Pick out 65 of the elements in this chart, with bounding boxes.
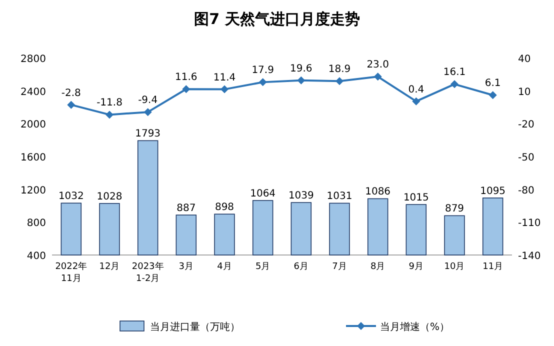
x-tick-label: 5月	[255, 262, 270, 272]
data-label: 11.6	[175, 72, 198, 84]
y-tick-label: 2000	[20, 120, 46, 131]
data-label: 1793	[135, 128, 161, 140]
x-tick-label: 10月	[444, 262, 465, 272]
x-tick-label: 2023年 1-2月	[132, 261, 164, 284]
x-tick-label: 9月	[408, 262, 424, 272]
y2-tick-label: 10	[518, 86, 531, 98]
point	[336, 77, 344, 86]
point	[488, 91, 497, 100]
y-tick-label: 1600	[20, 152, 46, 164]
data-label: -9.4	[138, 95, 158, 106]
data-label: 887	[176, 203, 196, 214]
point	[67, 100, 76, 109]
x-tick-label: 11月	[482, 262, 504, 272]
data-label: 23.0	[366, 60, 389, 71]
data-label: 1031	[326, 191, 352, 202]
data-label: 1028	[96, 191, 122, 202]
x-tick-label: 6月	[294, 262, 309, 272]
y-tick-label: 2400	[20, 86, 46, 98]
y-tick-label: 2800	[20, 54, 46, 65]
y2-tick-label: -20	[518, 120, 534, 131]
point	[374, 72, 382, 81]
data-label: 1086	[365, 186, 391, 198]
x-tick-label: 7月	[332, 262, 347, 272]
y2-tick-label: 40	[518, 54, 531, 65]
legend-label: 当月进口量（万吨）	[150, 321, 240, 333]
data-label: 0.4	[408, 84, 424, 96]
data-label: 1039	[288, 190, 314, 202]
x-tick-label: 4月	[217, 262, 232, 272]
y2-tick-label: -140	[518, 251, 541, 262]
x-tick-label: 2022年 11月	[55, 261, 88, 284]
point	[182, 85, 190, 94]
point	[106, 110, 114, 119]
y-tick-label: 400	[26, 251, 46, 262]
point	[450, 80, 458, 88]
data-label: 1015	[403, 192, 429, 204]
y2-tick-label: -110	[518, 218, 541, 230]
x-tick-label: 8月	[370, 262, 386, 272]
data-label: 1064	[250, 188, 276, 200]
data-label: -11.8	[96, 98, 122, 109]
point	[412, 97, 420, 106]
legend-label: 当月增速（%）	[380, 321, 450, 333]
data-label: 18.9	[328, 64, 351, 76]
y-tick-label: 800	[26, 218, 46, 230]
point	[220, 85, 228, 94]
point	[144, 108, 152, 116]
data-label: 11.4	[213, 72, 236, 84]
data-label: 16.1	[443, 67, 466, 78]
data-label: 17.9	[252, 65, 274, 76]
point	[297, 76, 306, 84]
chart-title: 图7 天然气进口月度走势	[194, 10, 360, 28]
y2-tick-label: -50	[518, 152, 534, 164]
data-label: 1032	[58, 191, 84, 202]
data-label: 898	[214, 202, 234, 214]
data-label: 1095	[480, 186, 506, 197]
data-label: -2.8	[61, 88, 81, 99]
data-label: 6.1	[484, 78, 501, 90]
x-tick-label: 3月	[178, 262, 194, 272]
data-label: 879	[444, 204, 464, 215]
point	[258, 78, 267, 86]
x-tick-label: 12月	[99, 262, 120, 272]
y-tick-label: 1200	[20, 185, 46, 196]
data-label: 19.6	[290, 63, 312, 74]
y2-tick-label: -80	[518, 185, 534, 196]
